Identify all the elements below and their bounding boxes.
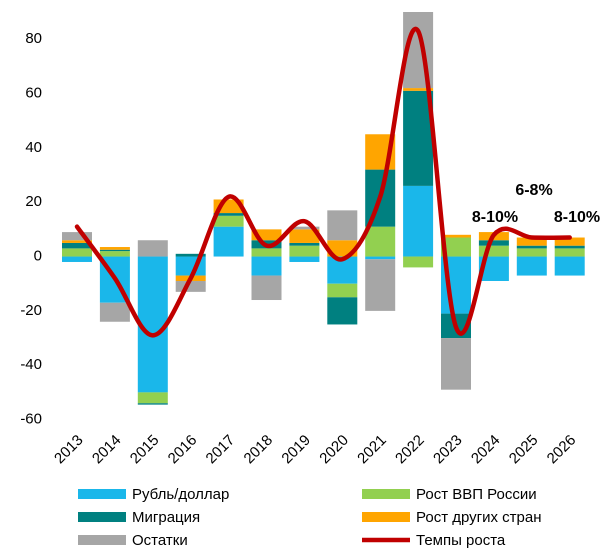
bar-segment: [62, 248, 92, 257]
bar-segment: [441, 237, 471, 257]
annotation: 8-10%: [472, 209, 518, 226]
bar-segment: [289, 256, 320, 262]
bar-segment: [175, 280, 206, 292]
bar-segment: [62, 232, 92, 241]
y-tick-label: -40: [20, 356, 42, 373]
bar-segment: [251, 229, 282, 241]
bar-segment: [251, 248, 282, 257]
x-tick-label: 2022: [392, 432, 428, 468]
bar-segment: [441, 338, 471, 390]
x-tick-label: 2013: [51, 432, 87, 468]
y-tick-label: -20: [20, 302, 42, 319]
legend-swatch: [362, 489, 410, 499]
bar-segment: [289, 242, 320, 246]
bar-segment: [554, 237, 585, 246]
bar-segment: [137, 392, 168, 404]
legend-swatch: [78, 535, 126, 545]
bar-segment: [213, 215, 244, 227]
annotation: 8-10%: [554, 209, 600, 226]
bar-segment: [554, 248, 585, 257]
y-tick-label: 60: [25, 84, 42, 101]
bar-segment: [62, 256, 92, 262]
bar-segment: [516, 237, 547, 246]
bar-segment: [289, 245, 320, 257]
x-tick-label: 2025: [506, 432, 542, 468]
bar-segment: [365, 226, 396, 257]
bar-segment: [554, 256, 585, 276]
bar-segment: [403, 256, 434, 268]
bar-segment: [327, 210, 358, 241]
legend-label: Рубль/доллар: [132, 486, 229, 503]
bar-segment: [62, 240, 92, 243]
x-tick-label: 2024: [468, 432, 504, 468]
y-tick-label: -60: [20, 411, 42, 428]
x-tick-label: 2026: [544, 432, 580, 468]
legend-label: Рост ВВП России: [416, 486, 537, 503]
bar-segment: [99, 249, 130, 252]
bar-segment: [403, 185, 434, 257]
bar-segment: [99, 302, 130, 322]
bar-segment: [213, 213, 244, 216]
bar-segment: [327, 297, 358, 325]
y-tick-label: 40: [25, 139, 42, 156]
legend-label: Остатки: [132, 532, 188, 549]
bar-segment: [365, 259, 396, 311]
legend-label: Миграция: [132, 509, 200, 526]
y-tick-label: 0: [34, 248, 42, 265]
x-tick-label: 2019: [278, 432, 314, 468]
legend-swatch: [78, 512, 126, 522]
bar-segment: [289, 226, 320, 230]
x-tick-label: 2018: [241, 432, 277, 468]
bar-segment: [516, 248, 547, 257]
bar-segment: [99, 251, 130, 257]
legend-swatch: [78, 489, 126, 499]
x-tick-label: 2017: [203, 432, 239, 468]
bar-segment: [516, 256, 547, 276]
bar-segment: [251, 256, 282, 276]
legend-swatch: [362, 512, 410, 522]
line: [74, 26, 572, 338]
y-tick-label: 80: [25, 30, 42, 47]
bar-segment: [62, 242, 92, 249]
x-tick-label: 2015: [127, 432, 163, 468]
bar-segment: [403, 88, 434, 91]
bar-segment: [516, 245, 547, 249]
bar-segment: [289, 229, 320, 243]
bar-segment: [137, 240, 168, 257]
x-tick-label: 2020: [316, 432, 352, 468]
y-tick-label: 20: [25, 193, 42, 210]
x-tick-label: 2021: [354, 432, 390, 468]
x-tick-label: 2016: [165, 432, 201, 468]
bar-segment: [327, 283, 358, 298]
bar-segment: [365, 256, 396, 260]
bar-segment: [251, 275, 282, 301]
legend-label: Рост других стран: [416, 509, 542, 526]
plot-area: [62, 12, 585, 405]
bar-segment: [99, 247, 130, 250]
x-tick-label: 2023: [430, 432, 466, 468]
x-tick-label: 2014: [89, 432, 125, 468]
bar-segment: [175, 253, 206, 257]
bar-segment: [137, 403, 168, 405]
bar-segment: [554, 245, 585, 249]
bar-segment: [213, 226, 244, 257]
annotation: 6-8%: [515, 182, 552, 199]
bar-segment: [478, 240, 509, 246]
bar-segment: [478, 245, 509, 257]
legend-label: Темпы роста: [416, 532, 506, 549]
bar-segment: [441, 234, 471, 238]
